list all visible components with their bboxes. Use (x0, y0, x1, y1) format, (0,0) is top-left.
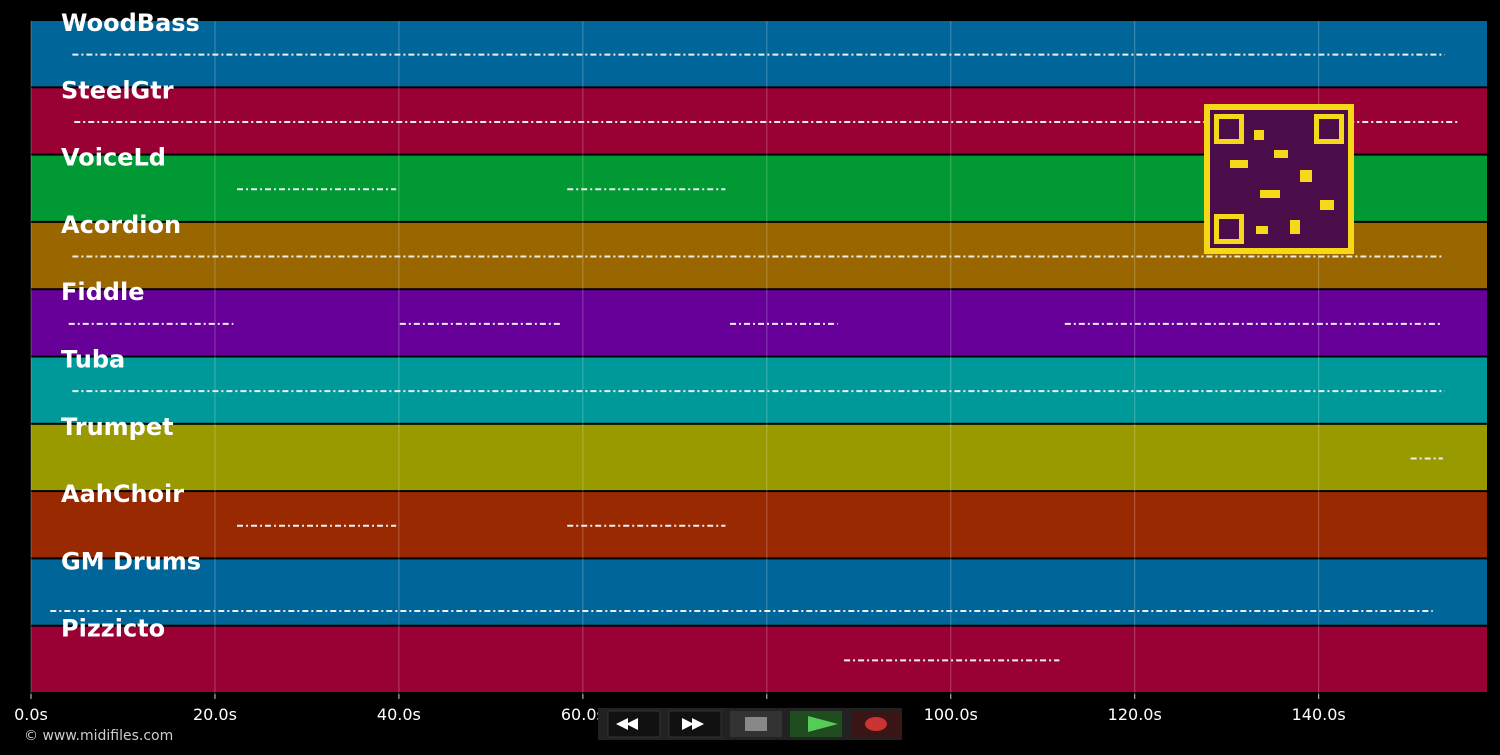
track-name: Pizzicto (61, 615, 165, 643)
track-name: Fiddle (61, 278, 144, 306)
play-icon (808, 716, 838, 732)
track-name: SteelGtr (61, 76, 174, 104)
track-name: AahChoir (61, 480, 184, 508)
track-name: Acordion (61, 211, 181, 239)
x-tick-label: 100.0s (924, 705, 978, 724)
record-icon (865, 717, 887, 731)
x-tick-label: 20.0s (193, 705, 237, 724)
track-lane (31, 559, 1487, 625)
track-lane (31, 424, 1487, 491)
playback-controls (598, 708, 902, 740)
x-tick-label: 40.0s (377, 705, 421, 724)
forward-icon (682, 718, 704, 730)
x-tick-label: 0.0s (14, 705, 48, 724)
footer: © www.midifiles.com (24, 728, 173, 744)
track-lane (31, 626, 1487, 692)
x-tick-label: 140.0s (1292, 705, 1346, 724)
rewind-icon (616, 718, 638, 730)
stop-icon (745, 717, 767, 731)
track-name: Trumpet (61, 413, 174, 441)
x-tick-label: 60.0s (561, 705, 605, 724)
track-lane (31, 492, 1487, 558)
x-tick-label: 120.0s (1108, 705, 1162, 724)
track-name: WoodBass (61, 9, 200, 37)
qr-code (1204, 104, 1354, 254)
track-name: VoiceLd (61, 144, 166, 172)
track-name: GM Drums (61, 547, 201, 575)
track-name: Tuba (61, 346, 125, 374)
